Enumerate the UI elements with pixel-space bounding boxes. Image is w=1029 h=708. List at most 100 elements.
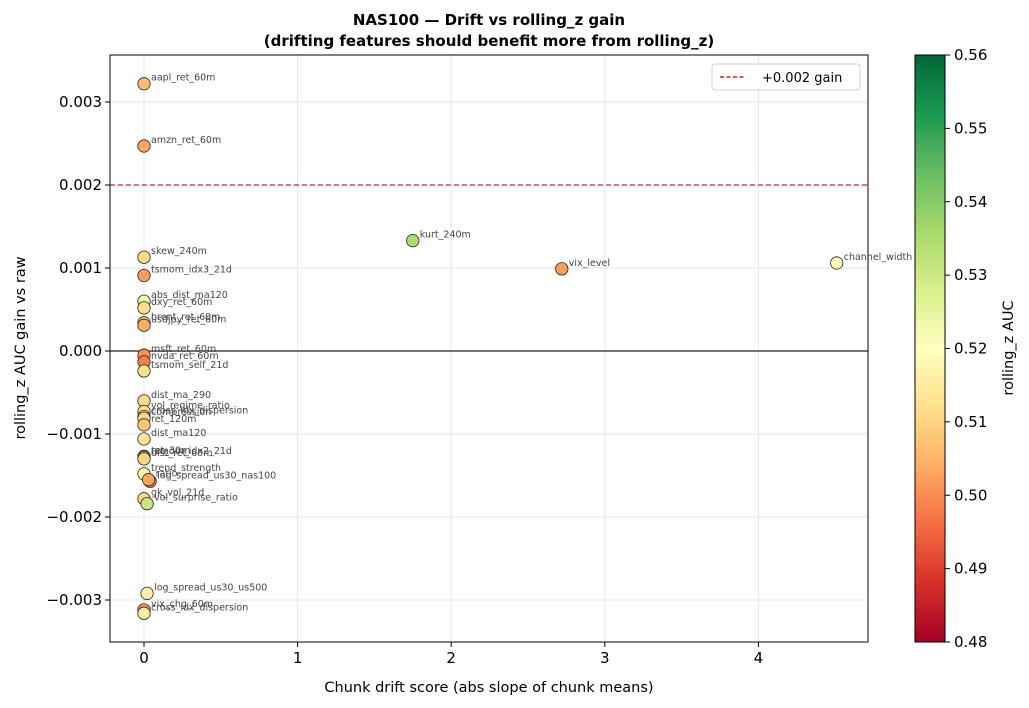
data-point: dist_ma120 — [137, 428, 206, 446]
point-label: brent_ret_60m — [151, 312, 220, 323]
point-label: cross_idx_dispersion — [151, 602, 248, 613]
point-marker-icon — [137, 250, 151, 264]
data-point: tsmom_self_21d — [137, 360, 228, 378]
point-label: ret_120m — [151, 414, 196, 425]
point-marker-icon — [140, 497, 154, 511]
point-label: ratio — [156, 469, 178, 480]
y-tick-label: 0.003 — [59, 93, 102, 111]
x-tick-label: 2 — [446, 649, 456, 667]
point-label: kurt_240m — [420, 230, 471, 241]
data-point: vix_level — [555, 258, 610, 276]
point-label: vix_level — [569, 258, 610, 269]
data-points: aapl_ret_60m amzn_ret_60m skew_240m tsmom_i… — [137, 73, 913, 620]
point-label: tsmom_self_21d — [151, 360, 228, 371]
data-point: aapl_ret_60m — [137, 73, 215, 91]
data-point: dxy_ret_60m — [137, 297, 212, 315]
data-point: usdjpy_ret_60m — [137, 314, 226, 332]
point-marker-icon — [137, 77, 151, 91]
x-tick-label: 3 — [600, 649, 610, 667]
point-label: gk_vol_21d — [151, 488, 204, 499]
colorbar: 0.48 0.49 0.50 0.51 0.52 0.53 0.54 0.55 0.56 rol… — [914, 46, 1017, 651]
y-tick-label: −0.001 — [46, 425, 102, 443]
point-label: ret_30m — [151, 445, 190, 456]
point-marker-icon — [137, 268, 151, 283]
colorbar-tick-label: 0.56 — [954, 46, 987, 64]
point-marker-icon — [137, 606, 151, 620]
point-label: dist_ma120 — [151, 428, 206, 439]
point-label: abs_dist_ma120 — [151, 290, 228, 301]
point-label: nvda_ret_60m — [151, 351, 219, 362]
point-label: dist_ma_290 — [151, 390, 211, 401]
y-tick-label: 0.001 — [59, 259, 102, 277]
point-marker-icon — [142, 473, 156, 487]
colorbar-label: rolling_z AUC — [1001, 300, 1017, 395]
point-label: channel_width — [844, 252, 913, 263]
point-marker-icon — [406, 234, 420, 248]
point-label: tsmom_idx3_21d — [151, 264, 232, 275]
data-point: ret_120m — [137, 414, 196, 432]
y-tick-label: −0.002 — [46, 508, 102, 526]
point-label: msft_ret_60m — [151, 344, 216, 355]
x-axis-label: Chunk drift score (abs slope of chunk me… — [324, 680, 653, 696]
data-point: channel_width — [830, 252, 913, 270]
x-tick-label: 4 — [754, 649, 764, 667]
colorbar-tick-label: 0.52 — [954, 340, 987, 358]
point-marker-icon — [137, 139, 151, 153]
data-point: kurt_240m — [406, 230, 471, 248]
legend-label: +0.002 gain — [762, 71, 842, 86]
point-marker-icon — [137, 432, 151, 446]
data-point: amzn_ret_60m — [137, 135, 221, 153]
data-point: tsmom_idx3_21d — [137, 264, 232, 283]
point-marker-icon — [137, 301, 151, 315]
colorbar-ticks: 0.48 0.49 0.50 0.51 0.52 0.53 0.54 0.55 0.56 — [945, 46, 987, 651]
legend: +0.002 gain — [711, 63, 861, 91]
point-label: usdjpy_ret_60m — [151, 314, 226, 325]
x-tick-label: 0 — [139, 649, 149, 667]
point-label: cross_idx_dispersion — [151, 406, 248, 417]
point-label: aapl_ret_60m — [151, 73, 215, 84]
data-point: cross_idx_dispersion — [137, 602, 248, 620]
data-point: skew_240m — [137, 246, 207, 264]
colorbar-tick-label: 0.54 — [954, 193, 987, 211]
y-tick-label: 0.002 — [59, 176, 102, 194]
point-label: log_spread_us30_us500 — [154, 582, 267, 593]
point-label: amzn_ret_60m — [151, 135, 221, 146]
point-marker-icon — [137, 318, 151, 332]
colorbar-tick-label: 0.49 — [954, 560, 987, 578]
data-point: log_spread_us30_us500 — [140, 582, 267, 600]
point-label: vol_surprise_ratio — [154, 493, 238, 504]
colorbar-tick-label: 0.53 — [954, 266, 987, 284]
y-tick-label: 0.000 — [59, 342, 102, 360]
colorbar-tick-label: 0.50 — [954, 486, 987, 504]
point-label: vol_regime_ratio — [151, 401, 230, 412]
y-axis-label: rolling_z AUC gain vs raw — [13, 256, 29, 439]
colorbar-tick-label: 0.51 — [954, 413, 987, 431]
y-axis-ticks: −0.003 −0.002 −0.001 0.000 0.001 0.002 0.003 — [46, 93, 110, 609]
point-label: compression — [151, 407, 211, 418]
point-label: vix_chg_60m — [151, 599, 213, 610]
x-tick-label: 1 — [293, 649, 303, 667]
chart-title: NAS100 — Drift vs rolling_z gain — [353, 11, 625, 29]
point-marker-icon — [137, 364, 151, 378]
point-marker-icon — [555, 262, 569, 276]
plot-frame — [109, 54, 869, 643]
point-label: log_spread_us30_nas100 — [157, 470, 276, 481]
data-point: ratio — [142, 469, 178, 487]
point-label: skew_240m — [151, 246, 207, 257]
point-label: trend_strength — [151, 463, 221, 474]
y-tick-label: −0.003 — [46, 591, 102, 609]
point-label: dist_ret_60m — [151, 448, 212, 459]
data-point: dist_ret_60m — [137, 448, 212, 466]
colorbar-tick-label: 0.55 — [954, 119, 987, 137]
point-marker-icon — [137, 418, 151, 432]
colorbar-gradient — [914, 54, 946, 643]
point-marker-icon — [137, 452, 151, 466]
colorbar-tick-label: 0.48 — [954, 633, 987, 651]
chart-subtitle: (drifting features should benefit more f… — [264, 32, 714, 50]
point-marker-icon — [830, 256, 844, 270]
point-marker-icon — [140, 586, 154, 600]
data-point: vol_surprise_ratio — [140, 493, 238, 511]
reference-lines — [110, 184, 868, 352]
point-label: dxy_ret_60m — [151, 297, 212, 308]
